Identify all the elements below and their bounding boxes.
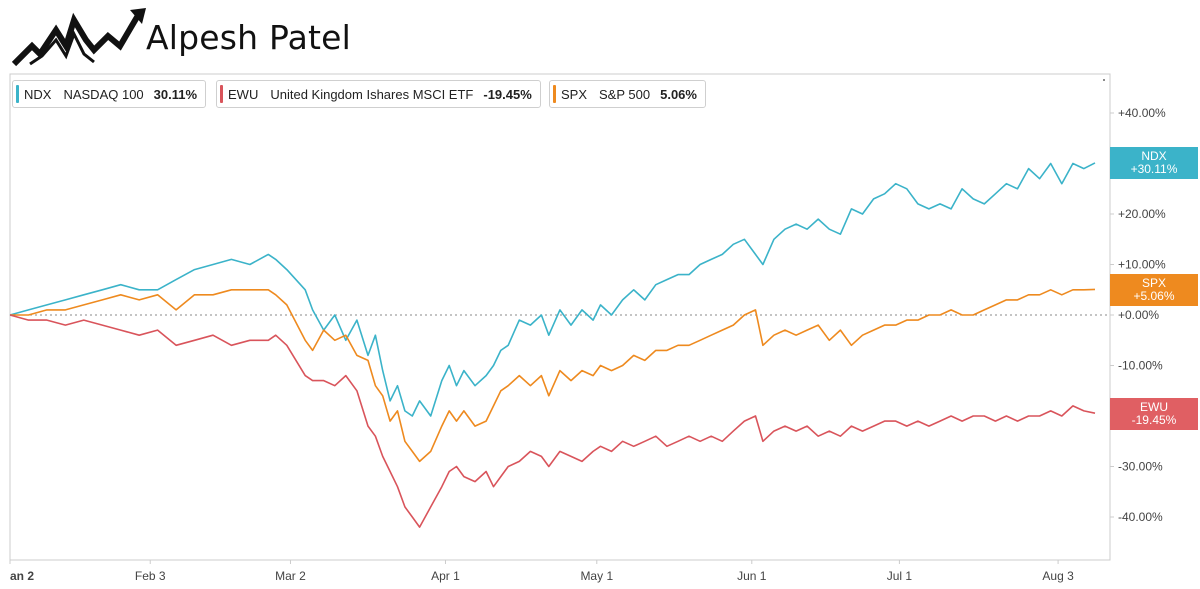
- x-tick-label: Jul 1: [887, 569, 913, 583]
- x-tick-label: Aug 3: [1042, 569, 1074, 583]
- x-tick-label: Mar 2: [275, 569, 306, 583]
- x-tick-label: May 1: [580, 569, 613, 583]
- legend-ndx-name: NASDAQ 100: [63, 86, 144, 102]
- y-tick-label: +0.00%: [1118, 308, 1159, 322]
- tag-ewu-symbol: EWU: [1140, 400, 1168, 414]
- series-line-ewu: [9, 314, 1096, 528]
- plot-frame: [9, 73, 1111, 561]
- brand-name: Alpesh Patel: [146, 18, 352, 57]
- legend-spx-name: S&P 500: [599, 86, 651, 102]
- tag-ndx-value: +30.11%: [1130, 162, 1178, 176]
- legend-spx-symbol: SPX: [561, 86, 588, 102]
- tag-ndx: NDX +30.11%: [1110, 147, 1198, 179]
- y-tick-label: -30.00%: [1118, 460, 1163, 474]
- legend-ndx-symbol: NDX: [24, 86, 52, 102]
- legend-ndx-pct: 30.11%: [153, 86, 198, 102]
- tag-ewu: EWU -19.45%: [1110, 398, 1198, 430]
- mountain-chart-arrow-icon: [12, 8, 146, 67]
- legend-ewu-symbol: EWU: [228, 86, 259, 102]
- tag-spx-value: +5.06%: [1133, 289, 1175, 303]
- y-tick-label: -10.00%: [1118, 359, 1163, 373]
- legend-ewu-name: United Kingdom Ishares MSCI ETF: [270, 86, 474, 102]
- tag-spx: SPX +5.06%: [1110, 274, 1198, 306]
- corner-dot: [1103, 79, 1105, 81]
- series-line-ndx: [9, 162, 1096, 417]
- tag-spx-symbol: SPX: [1141, 276, 1166, 290]
- x-tick-label: Jun 1: [737, 569, 767, 583]
- y-tick-label: +20.00%: [1118, 207, 1166, 221]
- x-tick-label: Apr 1: [431, 569, 460, 583]
- legend-ewu-swatch: [220, 85, 223, 103]
- legend-ewu[interactable]: EWU United Kingdom Ishares MSCI ETF -19.…: [216, 80, 541, 108]
- x-tick-label: an 2: [10, 569, 34, 583]
- x-tick-label: Feb 3: [135, 569, 166, 583]
- y-tick-label: +10.00%: [1118, 258, 1166, 272]
- tag-ewu-value: -19.45%: [1131, 413, 1177, 427]
- legend-spx-swatch: [553, 85, 556, 103]
- legend-ewu-pct: -19.45%: [483, 86, 532, 102]
- y-tick-label: -40.00%: [1118, 510, 1163, 524]
- tag-ndx-symbol: NDX: [1141, 149, 1167, 163]
- y-tick-label: +40.00%: [1118, 106, 1166, 120]
- legend-spx-pct: 5.06%: [660, 86, 697, 102]
- legend-ndx-swatch: [16, 85, 19, 103]
- legend-spx[interactable]: SPX S&P 500 5.06%: [549, 80, 706, 108]
- series-line-spx: [10, 288, 1096, 463]
- legend-ndx[interactable]: NDX NASDAQ 100 30.11%: [12, 80, 207, 108]
